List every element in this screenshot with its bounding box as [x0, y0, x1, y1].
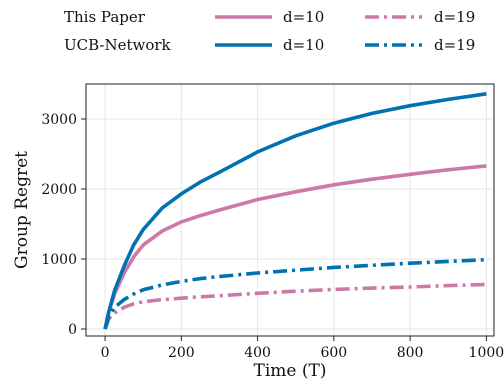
plot-frame — [85, 83, 495, 337]
series-line-1 — [103, 282, 487, 330]
grid — [86, 84, 494, 336]
series-line-3 — [103, 257, 487, 330]
legend-series-label: d=19 — [434, 36, 475, 54]
x-tick-label: 400 — [244, 345, 271, 361]
series-line-2 — [103, 92, 487, 330]
y-tick-label: 0 — [68, 322, 77, 338]
y-tick-label: 1000 — [41, 252, 77, 268]
x-tick-label: 200 — [168, 345, 195, 361]
legend-series-label: d=19 — [434, 8, 475, 26]
legend-series-label: d=10 — [283, 36, 324, 54]
legend-method-label: UCB-Network — [64, 36, 172, 54]
series-layer — [103, 92, 487, 330]
axis-ticks: 0 200 400 600 800 1000 0 1000 2000 3000 — [41, 112, 504, 361]
legend-series-label: d=10 — [283, 8, 324, 26]
legend-method-label: This Paper — [64, 8, 146, 26]
x-tick-label: 600 — [320, 345, 347, 361]
x-tick-label: 0 — [101, 345, 110, 361]
x-tick-label: 1000 — [469, 345, 504, 361]
y-tick-label: 3000 — [41, 112, 77, 128]
x-axis-label: Time (T) — [254, 361, 327, 381]
y-tick-label: 2000 — [41, 182, 77, 198]
y-axis-label: Group Regret — [12, 151, 32, 269]
x-tick-label: 800 — [397, 345, 424, 361]
legend: This Paper d=10 d=19 UCB-Network d=10 d=19 — [64, 8, 475, 54]
series-line-0 — [103, 164, 487, 330]
